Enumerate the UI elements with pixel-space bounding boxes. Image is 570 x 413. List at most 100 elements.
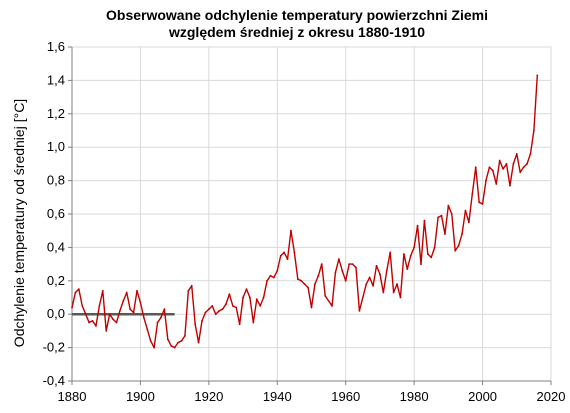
data-point bbox=[382, 291, 385, 294]
data-point bbox=[461, 233, 463, 235]
data-point bbox=[142, 316, 145, 319]
chart-title-line-2: względem średniej z okresu 1880-1910 bbox=[168, 24, 425, 40]
data-point bbox=[88, 321, 91, 324]
y-tick-label: 0,0 bbox=[47, 306, 65, 321]
data-point bbox=[184, 335, 186, 337]
y-tick-label: -0,2 bbox=[43, 340, 65, 355]
data-point bbox=[351, 263, 354, 265]
data-point bbox=[505, 163, 508, 165]
x-tick-labels: 1880 1900 1920 1940 1960 1980 2000 2020 bbox=[58, 389, 566, 404]
data-point bbox=[180, 340, 183, 342]
y-tick-label: 0,6 bbox=[47, 206, 65, 221]
data-point bbox=[279, 254, 282, 257]
data-point bbox=[355, 266, 357, 269]
y-tick-label: 1,0 bbox=[47, 139, 65, 154]
x-tick-label: 1940 bbox=[263, 389, 292, 404]
data-point bbox=[207, 308, 210, 311]
data-point bbox=[444, 233, 446, 235]
data-point bbox=[344, 279, 347, 282]
data-point bbox=[331, 304, 333, 307]
data-point bbox=[283, 251, 286, 254]
data-point bbox=[379, 273, 381, 276]
data-point bbox=[129, 308, 132, 311]
y-tick-label: 0,2 bbox=[47, 273, 65, 288]
data-point bbox=[406, 268, 409, 271]
data-point bbox=[293, 251, 296, 254]
data-point bbox=[235, 306, 238, 309]
data-point bbox=[385, 269, 388, 272]
data-point bbox=[187, 289, 190, 292]
y-tick-label: 1,2 bbox=[47, 106, 65, 121]
x-tick-label: 1880 bbox=[58, 389, 87, 404]
data-point bbox=[440, 214, 443, 217]
data-point bbox=[324, 294, 327, 297]
data-point bbox=[290, 229, 292, 232]
data-point bbox=[413, 246, 416, 249]
temperature-anomaly-line bbox=[71, 75, 539, 349]
data-point bbox=[269, 274, 272, 277]
data-point bbox=[416, 224, 419, 227]
data-point bbox=[300, 279, 303, 282]
data-point bbox=[420, 263, 422, 265]
data-point bbox=[91, 319, 94, 322]
data-point bbox=[249, 296, 251, 299]
data-point bbox=[474, 166, 477, 169]
data-point bbox=[108, 313, 111, 316]
data-point bbox=[365, 283, 368, 286]
data-point bbox=[450, 213, 453, 215]
data-point bbox=[211, 304, 214, 307]
data-point bbox=[214, 313, 217, 316]
data-point bbox=[136, 289, 138, 292]
data-point bbox=[334, 271, 337, 274]
data-point bbox=[252, 321, 255, 324]
x-tick-label: 2000 bbox=[468, 389, 497, 404]
data-point bbox=[77, 288, 80, 291]
x-tick-label: 1960 bbox=[331, 389, 360, 404]
data-point bbox=[160, 316, 162, 319]
data-point bbox=[228, 293, 231, 296]
data-point bbox=[194, 323, 197, 326]
data-point bbox=[447, 204, 450, 207]
x-tick-label: 1980 bbox=[400, 389, 429, 404]
data-point bbox=[529, 152, 532, 155]
data-point bbox=[266, 279, 268, 282]
data-point bbox=[471, 193, 474, 195]
data-point bbox=[259, 304, 262, 307]
data-point bbox=[488, 166, 491, 169]
data-point bbox=[396, 283, 398, 286]
data-point bbox=[166, 338, 169, 341]
data-point bbox=[255, 298, 258, 301]
data-point bbox=[115, 321, 118, 324]
data-point bbox=[225, 303, 227, 306]
data-point bbox=[231, 304, 234, 307]
data-point bbox=[491, 169, 494, 172]
data-point bbox=[149, 340, 152, 342]
data-point bbox=[190, 284, 193, 287]
data-point bbox=[433, 246, 436, 249]
data-point bbox=[95, 324, 97, 327]
data-point bbox=[437, 216, 439, 219]
data-point bbox=[426, 253, 429, 255]
data-point bbox=[221, 308, 224, 311]
data-points bbox=[71, 74, 539, 349]
plot-area bbox=[71, 74, 539, 349]
data-point bbox=[327, 299, 330, 302]
chart-title-line-1: Obserwowane odchylenie temperatury powie… bbox=[106, 7, 488, 23]
data-point bbox=[481, 203, 484, 205]
x-tick-label: 2020 bbox=[537, 389, 566, 404]
data-point bbox=[409, 254, 412, 257]
data-point bbox=[320, 263, 323, 265]
data-point bbox=[519, 171, 522, 174]
data-point bbox=[101, 289, 104, 292]
data-point bbox=[375, 264, 378, 267]
data-point bbox=[170, 345, 173, 347]
data-point bbox=[177, 341, 179, 344]
data-point bbox=[132, 311, 135, 314]
data-point bbox=[296, 278, 299, 281]
data-point bbox=[125, 291, 128, 294]
data-point bbox=[372, 284, 374, 287]
data-point bbox=[392, 291, 395, 294]
data-point bbox=[402, 253, 405, 255]
y-tick-labels: 1,6 1,4 1,2 1,0 0,8 0,6 0,4 0,2 0,0 -0,2 -0,4 bbox=[43, 39, 65, 388]
